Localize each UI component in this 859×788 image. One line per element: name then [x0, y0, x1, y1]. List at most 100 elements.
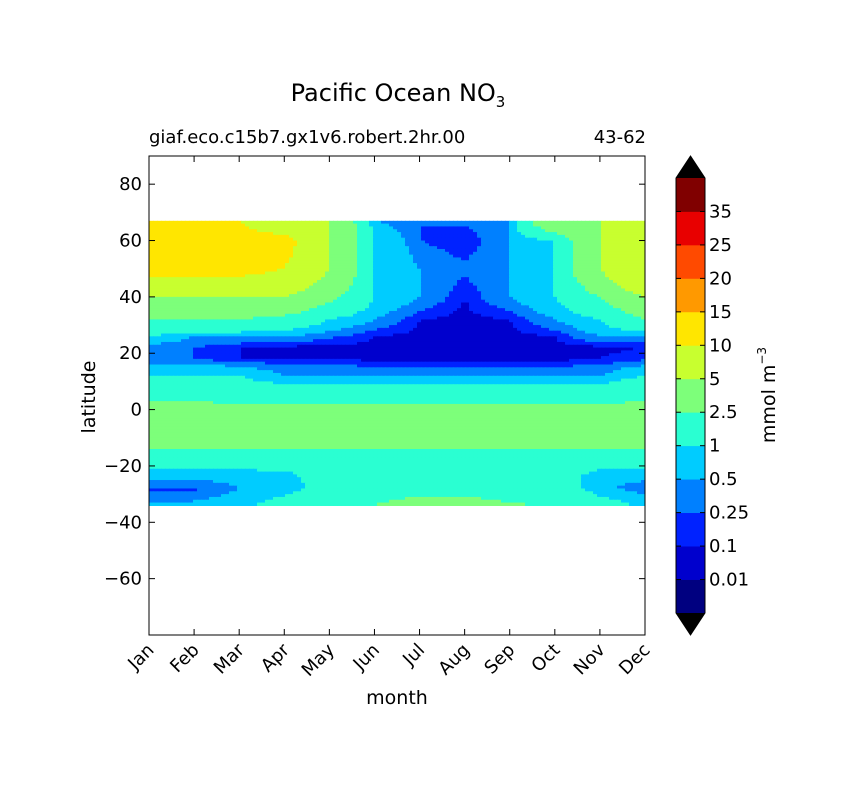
heatmap-cell	[429, 226, 434, 230]
heatmap-cell	[209, 271, 214, 275]
heatmap-cell	[317, 229, 322, 233]
heatmap-cell	[353, 246, 358, 250]
heatmap-cell	[625, 243, 630, 247]
heatmap-cell	[381, 268, 386, 273]
heatmap-cell	[533, 243, 538, 247]
heatmap-cell	[457, 277, 462, 281]
heatmap-cell	[277, 251, 282, 256]
heatmap-cell	[345, 257, 350, 261]
heatmap-cell	[553, 251, 558, 256]
heatmap-cell	[501, 240, 506, 244]
heatmap-cell	[193, 268, 198, 273]
heatmap-cell	[349, 277, 354, 281]
heatmap-cell	[549, 268, 554, 273]
heatmap-cell	[297, 277, 302, 281]
heatmap-cell	[185, 260, 190, 264]
heatmap-cell	[281, 263, 286, 267]
heatmap-cell	[409, 246, 414, 250]
heatmap-cell	[209, 226, 214, 230]
heatmap-cell	[545, 263, 550, 267]
heatmap-cell	[489, 254, 494, 259]
heatmap-cell	[241, 220, 246, 225]
heatmap-cell	[377, 243, 382, 247]
heatmap-cell	[637, 254, 642, 259]
heatmap-cell	[525, 254, 530, 259]
heatmap-cell	[393, 251, 398, 256]
heatmap-cell	[553, 229, 558, 233]
heatmap-cell	[617, 271, 622, 275]
heatmap-cell	[641, 243, 645, 247]
heatmap-cell	[633, 260, 638, 264]
heatmap-cell	[429, 254, 434, 259]
chart-title: Pacific Ocean NO3	[291, 79, 506, 111]
heatmap-cell	[305, 274, 310, 278]
heatmap-cell	[405, 240, 410, 244]
heatmap-cell	[497, 257, 502, 261]
heatmap-cell	[401, 229, 406, 233]
heatmap-cell	[173, 265, 178, 270]
heatmap-cell	[389, 257, 394, 261]
heatmap-cell	[261, 246, 266, 250]
heatmap-cell	[429, 265, 434, 270]
heatmap-cell	[237, 248, 242, 253]
heatmap-cell	[421, 265, 426, 270]
heatmap-cell	[481, 257, 486, 261]
heatmap-cell	[581, 254, 586, 259]
heatmap-cell	[301, 274, 306, 278]
heatmap-cell	[485, 260, 490, 264]
heatmap-cell	[405, 251, 410, 256]
heatmap-cell	[337, 232, 342, 236]
heatmap-cell	[169, 268, 174, 273]
heatmap-cell	[613, 251, 618, 256]
heatmap-cell	[593, 243, 598, 247]
heatmap-cell	[273, 223, 278, 228]
heatmap-cell	[233, 240, 238, 244]
heatmap-cell	[265, 268, 270, 273]
heatmap-cell	[273, 246, 278, 250]
heatmap-cell	[561, 263, 566, 267]
heatmap-cell	[281, 226, 286, 230]
heatmap-cell	[401, 243, 406, 247]
heatmap-cell	[233, 232, 238, 236]
heatmap-cell	[329, 265, 334, 270]
heatmap-cell	[421, 240, 426, 244]
heatmap-cell	[189, 274, 194, 278]
heatmap-cell	[581, 246, 586, 250]
heatmap-cell	[457, 268, 462, 273]
heatmap-cell	[533, 232, 538, 236]
heatmap-cell	[481, 220, 486, 225]
heatmap-cell	[481, 254, 486, 259]
heatmap-cell	[473, 274, 478, 278]
heatmap-cell	[197, 254, 202, 259]
heatmap-cell	[261, 248, 266, 253]
heatmap-cell	[617, 240, 622, 244]
heatmap-cell	[349, 246, 354, 250]
heatmap-cell	[357, 232, 362, 236]
heatmap-cell	[409, 234, 414, 239]
heatmap-cell	[537, 248, 542, 253]
heatmap-cell	[329, 260, 334, 264]
heatmap-cell	[153, 226, 158, 230]
heatmap-cell	[625, 237, 630, 242]
heatmap-cell	[261, 251, 266, 256]
heatmap-cell	[433, 248, 438, 253]
heatmap-cell	[525, 220, 530, 225]
heatmap-cell	[289, 234, 294, 239]
heatmap-cell	[589, 243, 594, 247]
heatmap-cell	[589, 232, 594, 236]
heatmap-cell	[457, 271, 462, 275]
heatmap-cell	[465, 260, 470, 264]
heatmap-cell	[173, 243, 178, 247]
heatmap-cell	[617, 220, 622, 225]
heatmap-cell	[149, 260, 154, 264]
heatmap-cell	[557, 260, 562, 264]
heatmap-cell	[261, 274, 266, 278]
heatmap-cell	[601, 229, 606, 233]
heatmap-cell	[317, 268, 322, 273]
heatmap-cell	[425, 268, 430, 273]
heatmap-cell	[581, 226, 586, 230]
heatmap-cell	[405, 248, 410, 253]
heatmap-cell	[533, 220, 538, 225]
heatmap-cell	[273, 220, 278, 225]
heatmap-cell	[517, 265, 522, 270]
